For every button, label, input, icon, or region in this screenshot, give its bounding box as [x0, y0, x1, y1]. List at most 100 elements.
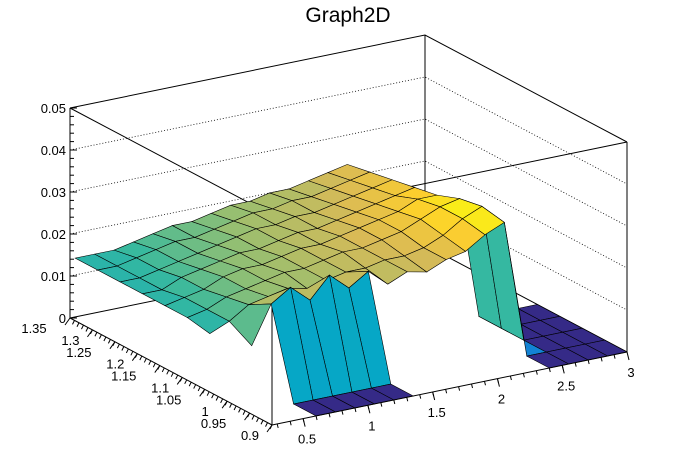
- y-minor-tick: [85, 327, 89, 332]
- x-minor-tick: [509, 375, 512, 381]
- y-tick: [64, 317, 71, 326]
- x-minor-tick: [354, 407, 357, 413]
- x-minor-tick: [328, 413, 331, 418]
- x-tick-label: 3: [627, 365, 634, 380]
- y-minor-tick: [260, 420, 264, 425]
- y-minor-tick: [94, 332, 98, 337]
- y-minor-tick: [179, 377, 183, 382]
- surface-cell: [228, 303, 272, 347]
- y-axis-line: [69, 317, 273, 426]
- y-tick-label: 1.2: [106, 357, 124, 372]
- y-minor-tick: [238, 408, 242, 413]
- x-minor-tick: [276, 423, 279, 429]
- x-minor-tick: [315, 415, 318, 421]
- x-minor-tick: [535, 370, 538, 375]
- y-minor-tick: [215, 396, 219, 401]
- x-minor-tick: [561, 365, 564, 370]
- y-tick-label: 1.15: [111, 369, 136, 384]
- x-tick-label: 1: [368, 418, 375, 433]
- y-minor-tick: [224, 400, 228, 406]
- z-tick-label: 0.04: [41, 143, 66, 158]
- surface-cell: [186, 309, 230, 335]
- x-minor-tick: [587, 359, 590, 365]
- y-minor-tick: [72, 320, 75, 325]
- y-minor-tick: [76, 322, 80, 327]
- y-minor-tick: [125, 348, 129, 354]
- y-minor-tick: [152, 362, 156, 368]
- x-minor-tick: [393, 399, 396, 405]
- z-tick-label: 0.01: [41, 269, 66, 284]
- x-minor-tick: [483, 381, 486, 386]
- x-minor-tick: [548, 367, 551, 373]
- y-tick-label: 1.3: [61, 333, 79, 348]
- y-minor-tick: [233, 405, 237, 411]
- x-tick: [626, 351, 630, 361]
- y-minor-tick: [256, 417, 259, 423]
- x-tick-label: 2: [498, 392, 505, 407]
- y-minor-tick: [188, 381, 192, 387]
- y-minor-tick: [139, 355, 143, 361]
- y-tick-label: 0.95: [201, 416, 226, 431]
- z-tick-label: 0.02: [41, 227, 66, 242]
- x-tick-label: 1.5: [428, 405, 446, 420]
- y-minor-tick: [161, 367, 165, 373]
- surface: [74, 164, 628, 417]
- y-minor-tick: [98, 334, 102, 339]
- y-minor-tick: [206, 391, 210, 396]
- top-back-edge: [69, 34, 628, 143]
- y-minor-tick: [251, 415, 255, 420]
- x-minor-tick: [302, 418, 305, 423]
- y-minor-tick: [107, 339, 111, 344]
- y-minor-tick: [269, 424, 273, 430]
- x-minor-tick: [522, 373, 525, 378]
- z-tick-label: 0.05: [41, 101, 66, 116]
- x-minor-tick: [367, 405, 370, 410]
- y-minor-tick: [170, 372, 174, 377]
- y-minor-tick: [193, 384, 197, 389]
- gridline: [69, 76, 628, 185]
- y-minor-tick: [89, 329, 93, 335]
- y-tick-label: 1: [201, 404, 208, 419]
- axes: 0 0.01 0.02 0.03 0.04 0.05 0.5 1 1.5 2 2.5 3 0.9 0.95…: [21, 101, 634, 447]
- y-minor-tick: [148, 360, 152, 366]
- y-minor-tick: [229, 403, 233, 408]
- y-minor-tick: [265, 422, 268, 427]
- x-minor-tick: [496, 378, 499, 383]
- x-minor-tick: [432, 391, 435, 397]
- y-minor-tick: [157, 365, 161, 370]
- x-minor-tick: [600, 357, 603, 362]
- x-minor-tick: [613, 354, 616, 359]
- y-minor-tick: [247, 412, 251, 418]
- x-minor-tick: [419, 394, 422, 399]
- gridline: [69, 118, 628, 227]
- z-tick-label: 0: [59, 311, 66, 326]
- y-minor-tick: [81, 324, 84, 330]
- x-minor-tick: [406, 397, 409, 402]
- x-minor-tick: [471, 383, 474, 389]
- y-minor-tick: [166, 370, 170, 375]
- y-minor-tick: [220, 398, 224, 404]
- y-minor-tick: [197, 386, 201, 392]
- x-minor-tick: [445, 389, 448, 394]
- y-minor-tick: [211, 393, 215, 399]
- y-minor-tick: [116, 343, 120, 349]
- y-minor-tick: [202, 389, 206, 394]
- x-minor-tick: [574, 362, 577, 367]
- x-tick-label: 2.5: [557, 378, 575, 393]
- x-minor-tick: [380, 402, 383, 407]
- y-minor-tick: [134, 353, 138, 358]
- y-tick-label: 1.05: [156, 392, 181, 407]
- x-minor-tick: [341, 410, 344, 415]
- y-tick-label: 1.1: [151, 380, 169, 395]
- y-minor-tick: [130, 351, 134, 356]
- x-minor-tick: [289, 421, 292, 426]
- x-axis-line: [271, 351, 628, 426]
- gridline: [69, 160, 628, 269]
- z-tick-label: 0.03: [41, 185, 66, 200]
- y-minor-tick: [112, 341, 116, 347]
- chart-title: Graph2D: [305, 4, 391, 27]
- y-minor-tick: [184, 379, 188, 385]
- y-minor-tick: [175, 374, 179, 380]
